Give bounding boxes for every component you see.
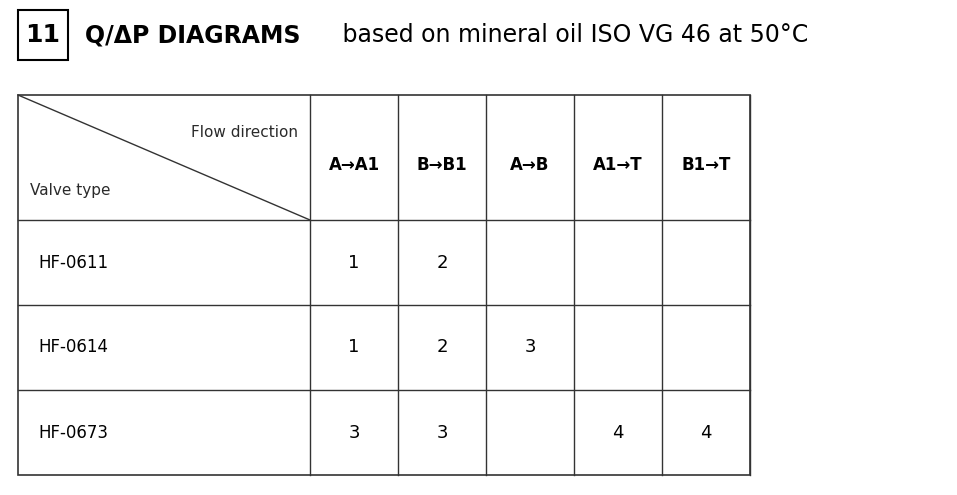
Text: 1: 1: [348, 253, 360, 271]
Text: Valve type: Valve type: [30, 183, 110, 198]
Text: Flow direction: Flow direction: [191, 125, 298, 140]
Text: 2: 2: [436, 339, 448, 356]
Text: B→B1: B→B1: [416, 156, 467, 175]
Text: 11: 11: [26, 23, 60, 47]
Text: 3: 3: [524, 339, 536, 356]
Bar: [18, 10, 68, 60]
Text: 2: 2: [436, 253, 448, 271]
Text: 3: 3: [436, 424, 448, 442]
Text: 4: 4: [612, 424, 624, 442]
Text: A→B: A→B: [510, 156, 549, 175]
Text: HF-0611: HF-0611: [38, 253, 108, 271]
Text: A1→T: A1→T: [593, 156, 643, 175]
Text: 1: 1: [348, 339, 360, 356]
Text: 4: 4: [701, 424, 712, 442]
Bar: [18, 95, 750, 475]
Text: based on mineral oil ISO VG 46 at 50°C: based on mineral oil ISO VG 46 at 50°C: [335, 23, 809, 47]
Text: Q/ΔP DIAGRAMS: Q/ΔP DIAGRAMS: [85, 23, 300, 47]
Text: HF-0614: HF-0614: [38, 339, 108, 356]
Text: A→A1: A→A1: [328, 156, 380, 175]
Text: 3: 3: [348, 424, 360, 442]
Text: B1→T: B1→T: [681, 156, 731, 175]
Text: HF-0673: HF-0673: [38, 424, 108, 442]
